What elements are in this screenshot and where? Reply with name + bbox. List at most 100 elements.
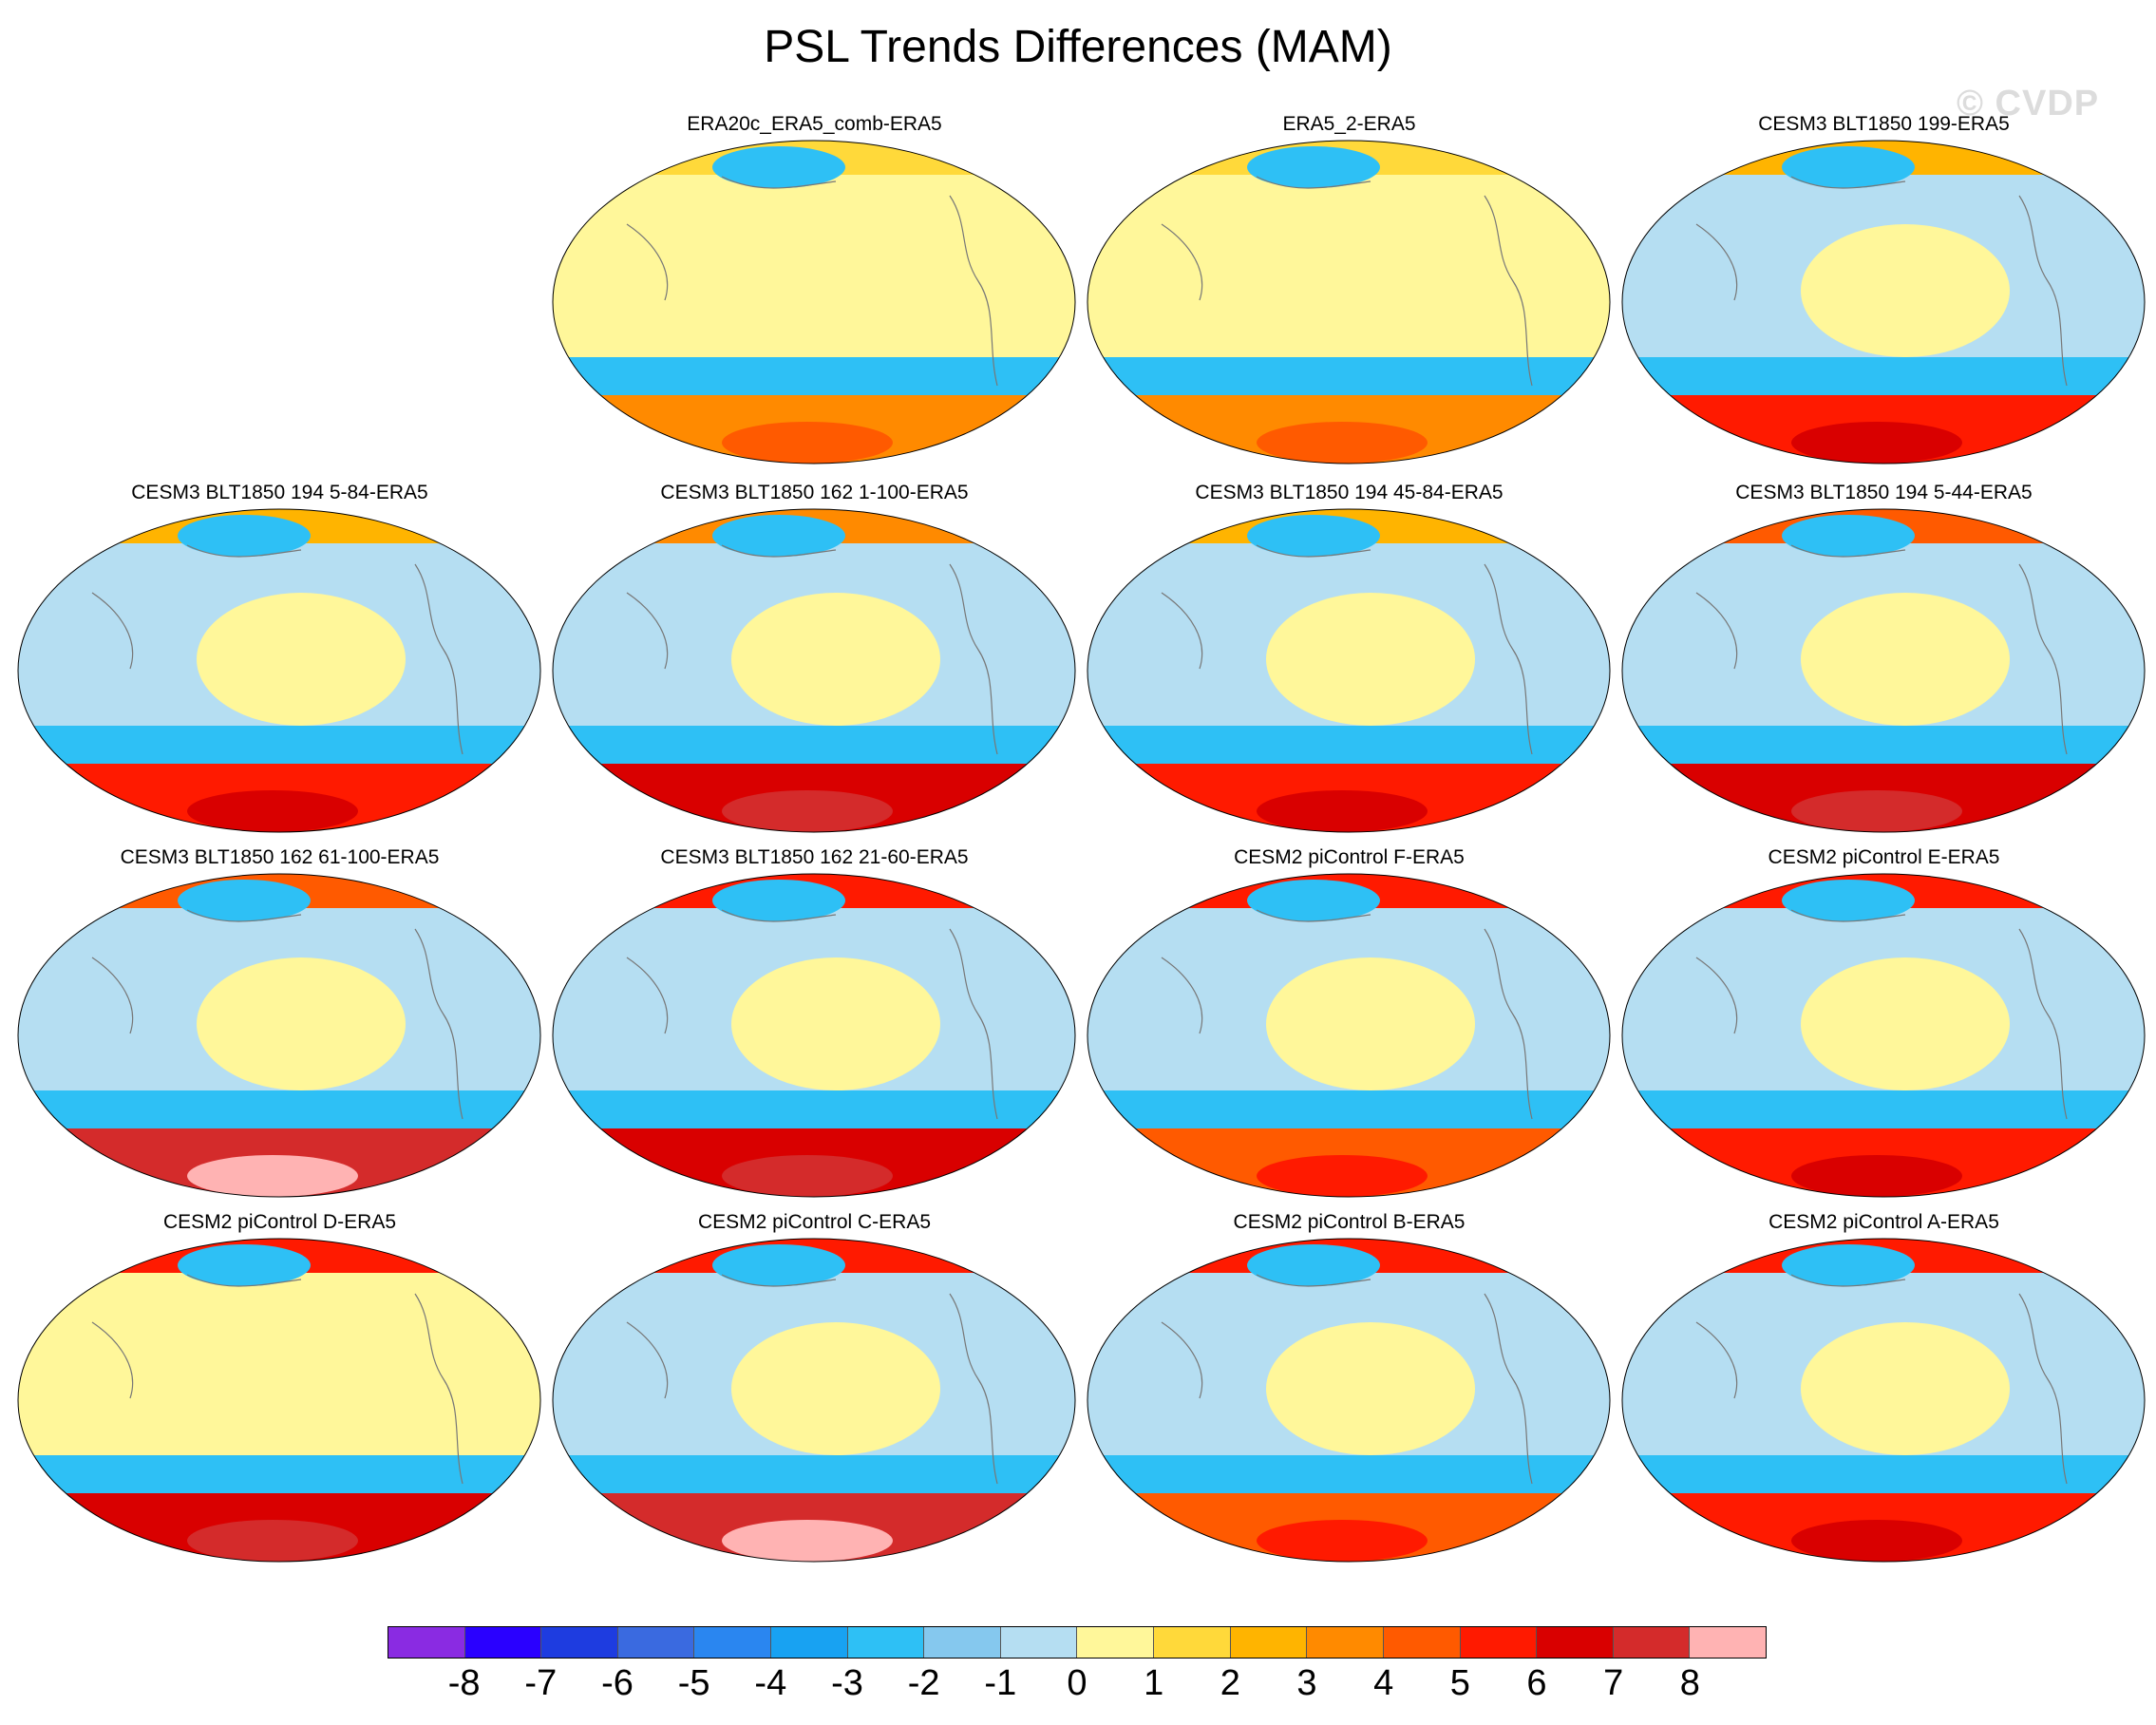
antarctic-anomaly — [722, 790, 893, 832]
map-panel: CESM3 BLT1850 194 5-84-ERA5 — [16, 481, 543, 833]
southern-low-band — [1087, 726, 1610, 764]
tropical-anomaly — [1801, 957, 2010, 1090]
coastline — [626, 544, 998, 755]
antarctic-anomaly — [1257, 790, 1428, 832]
southern-low-band — [553, 1455, 1075, 1493]
north-pacific-anomaly — [178, 1244, 311, 1286]
southern-low-band — [18, 1090, 540, 1128]
colorbar-box — [1077, 1627, 1155, 1658]
colorbar-box — [1537, 1627, 1614, 1658]
map-plot — [552, 508, 1076, 833]
coastline — [91, 909, 463, 1120]
north-pacific-anomaly — [178, 515, 311, 557]
north-pacific-anomaly — [1782, 515, 1915, 557]
map-border — [552, 508, 1076, 833]
map-plot — [17, 508, 541, 833]
colorbar-tick-label: 0 — [1067, 1663, 1087, 1703]
map-plot — [1621, 873, 2146, 1198]
colorbar-box — [694, 1627, 772, 1658]
map-panel: CESM2 piControl E-ERA5 — [1620, 845, 2147, 1198]
tropical-anomaly — [731, 593, 940, 726]
map-panel: CESM3 BLT1850 199-ERA5 — [1620, 112, 2147, 464]
coastline — [1161, 1274, 1533, 1485]
panel-title: CESM2 piControl E-ERA5 — [1768, 846, 2000, 868]
chart-title: PSL Trends Differences (MAM) — [764, 22, 1392, 72]
map-border — [17, 873, 541, 1198]
antarctic-anomaly — [1257, 422, 1428, 464]
map-panel: CESM2 piControl C-ERA5 — [551, 1210, 1078, 1563]
panel-title: CESM2 piControl F-ERA5 — [1234, 846, 1465, 868]
cvdp-watermark: © CVDP — [1957, 84, 2100, 123]
southern-low-band — [553, 357, 1075, 395]
colorbar-box — [617, 1627, 695, 1658]
north-pacific-anomaly — [712, 1244, 845, 1286]
panel-title: CESM3 BLT1850 162 61-100-ERA5 — [120, 846, 440, 868]
coastline — [91, 1274, 463, 1485]
colorbar-tick-label: 2 — [1220, 1663, 1240, 1703]
map-plot — [552, 140, 1076, 464]
north-pacific-anomaly — [1782, 1244, 1915, 1286]
antarctic-anomaly — [1257, 1520, 1428, 1562]
tropical-anomaly — [197, 593, 406, 726]
tropical-anomaly — [1266, 957, 1475, 1090]
panel-title: CESM2 piControl D-ERA5 — [162, 1211, 397, 1233]
colorbar-box — [1154, 1627, 1231, 1658]
colorbar-box — [771, 1627, 848, 1658]
coastline — [1695, 1274, 2068, 1485]
map-border — [552, 140, 1076, 464]
north-pacific-anomaly — [178, 880, 311, 921]
tropical-anomaly — [1266, 224, 1475, 357]
map-plot — [1621, 508, 2146, 833]
north-pacific-anomaly — [1247, 1244, 1380, 1286]
map-panel: CESM3 BLT1850 162 61-100-ERA5 — [16, 845, 543, 1198]
map-border — [17, 1238, 541, 1563]
tropical-anomaly — [197, 1322, 406, 1455]
colorbar-tick-label: 7 — [1603, 1663, 1624, 1703]
panel-title: CESM3 BLT1850 199-ERA5 — [1758, 113, 2010, 135]
colorbar-box — [847, 1627, 925, 1658]
tropical-anomaly — [197, 957, 406, 1090]
map-border — [1621, 1238, 2146, 1563]
coastline — [1161, 909, 1533, 1120]
antarctic-anomaly — [1791, 422, 1962, 464]
colorbar-tick-label: 5 — [1449, 1663, 1470, 1703]
colorbar-tick-label: -6 — [601, 1663, 634, 1703]
coastline — [1161, 176, 1533, 387]
map-border — [1621, 140, 2146, 464]
map-panel: CESM3 BLT1850 162 21-60-ERA5 — [551, 845, 1078, 1198]
colorbar-tick-label: -8 — [447, 1663, 481, 1703]
north-pacific-anomaly — [1782, 880, 1915, 921]
panel-title: CESM3 BLT1850 194 5-84-ERA5 — [131, 482, 428, 503]
map-panel: ERA5_2-ERA5 — [1086, 112, 1613, 464]
colorbar-box — [924, 1627, 1001, 1658]
north-pacific-anomaly — [1247, 515, 1380, 557]
coastline — [626, 1274, 998, 1485]
southern-low-band — [1622, 1455, 2145, 1493]
panel-title: ERA20c_ERA5_comb-ERA5 — [687, 113, 942, 135]
antarctic-anomaly — [722, 422, 893, 464]
southern-low-band — [1087, 1455, 1610, 1493]
southern-low-band — [1622, 1090, 2145, 1128]
tropical-anomaly — [731, 224, 940, 357]
map-border — [1087, 140, 1611, 464]
tropical-anomaly — [1266, 1322, 1475, 1455]
panel-title: ERA5_2-ERA5 — [1282, 113, 1416, 135]
southern-low-band — [1087, 357, 1610, 395]
colorbar-tick-label: 4 — [1373, 1663, 1394, 1703]
colorbar-box — [541, 1627, 618, 1658]
antarctic-anomaly — [187, 1155, 358, 1197]
map-border — [1621, 508, 2146, 833]
map-panel: CESM3 BLT1850 162 1-100-ERA5 — [551, 481, 1078, 833]
map-border — [552, 1238, 1076, 1563]
north-pacific-anomaly — [712, 146, 845, 188]
coastline — [1695, 909, 2068, 1120]
tropical-anomaly — [1801, 1322, 2010, 1455]
map-plot — [17, 873, 541, 1198]
antarctic-anomaly — [187, 790, 358, 832]
colorbar-box — [1613, 1627, 1691, 1658]
antarctic-anomaly — [1791, 1155, 1962, 1197]
map-panel: CESM2 piControl F-ERA5 — [1086, 845, 1613, 1198]
map-panel: CESM3 BLT1850 194 45-84-ERA5 — [1086, 481, 1613, 833]
colorbar-tick-label: 6 — [1526, 1663, 1547, 1703]
southern-low-band — [1622, 726, 2145, 764]
